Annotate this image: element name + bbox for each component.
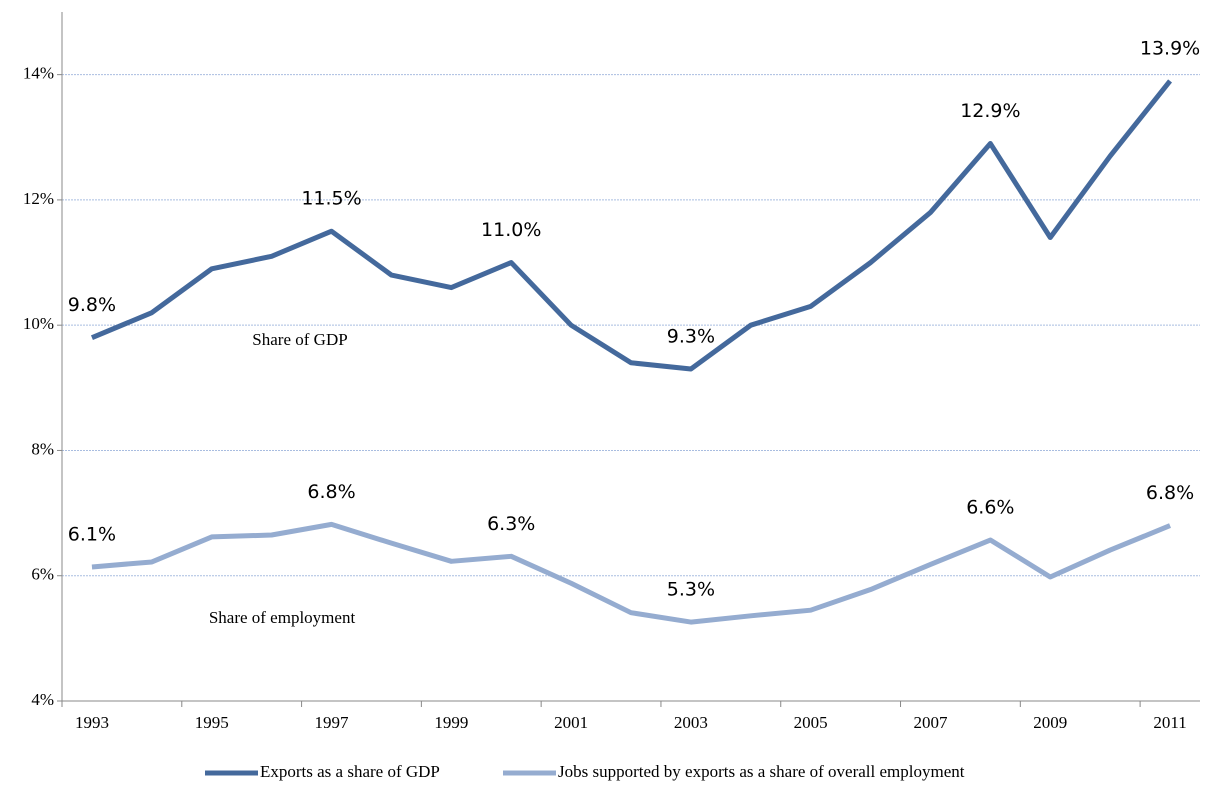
annotation: Share of employment bbox=[209, 608, 356, 627]
data-label: 9.3% bbox=[667, 326, 715, 348]
y-tick-label: 14% bbox=[23, 64, 54, 83]
y-tick-label: 10% bbox=[23, 314, 54, 333]
data-label: 12.9% bbox=[960, 100, 1020, 122]
x-tick-label: 2007 bbox=[913, 713, 948, 732]
data-label: 6.8% bbox=[307, 481, 355, 503]
x-tick-label: 2001 bbox=[554, 713, 588, 732]
data-label: 9.8% bbox=[68, 294, 116, 316]
data-label: 6.1% bbox=[68, 523, 116, 545]
legend-label: Jobs supported by exports as a share of … bbox=[558, 762, 965, 781]
x-tick-label: 1997 bbox=[315, 713, 350, 732]
series-line bbox=[90, 79, 1173, 372]
data-label: 11.5% bbox=[301, 188, 361, 210]
data-label: 6.6% bbox=[966, 497, 1014, 519]
data-label: 11.0% bbox=[481, 219, 541, 241]
y-tick-label: 12% bbox=[23, 189, 54, 208]
data-label: 5.3% bbox=[667, 579, 715, 601]
x-tick-label: 2009 bbox=[1033, 713, 1067, 732]
annotation: Share of GDP bbox=[252, 330, 347, 349]
x-tick-label: 1993 bbox=[75, 713, 109, 732]
x-tick-label: 2003 bbox=[674, 713, 708, 732]
series-line bbox=[91, 521, 1171, 625]
x-tick-label: 2011 bbox=[1153, 713, 1186, 732]
data-label: 6.3% bbox=[487, 513, 535, 535]
y-tick-label: 8% bbox=[31, 439, 54, 458]
y-tick-label: 4% bbox=[31, 690, 54, 709]
legend-label: Exports as a share of GDP bbox=[260, 762, 440, 781]
data-label: 6.8% bbox=[1146, 482, 1194, 504]
x-tick-label: 1999 bbox=[434, 713, 468, 732]
x-tick-label: 2005 bbox=[794, 713, 828, 732]
data-label: 13.9% bbox=[1140, 37, 1200, 59]
x-tick-label: 1995 bbox=[195, 713, 229, 732]
y-tick-label: 6% bbox=[31, 565, 54, 584]
